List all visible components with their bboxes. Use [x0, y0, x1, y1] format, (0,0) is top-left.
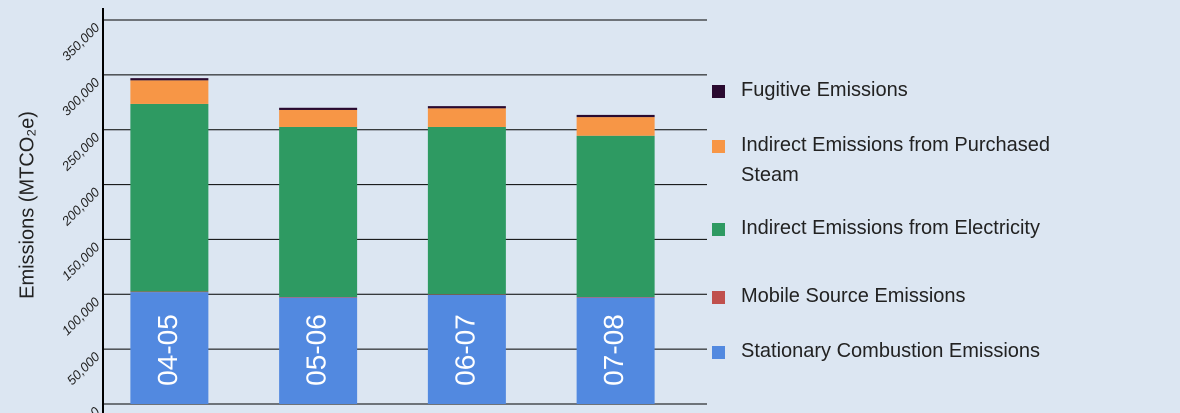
bar-segment [576, 297, 655, 298]
bar-segment [427, 108, 506, 127]
category-label: 07-08 [598, 314, 629, 386]
category-label: 05-06 [301, 314, 332, 386]
legend-label: Indirect Emissions from Purchased Steam [741, 134, 1051, 186]
bar-segment [130, 78, 209, 81]
category-label: 04-05 [152, 314, 183, 386]
y-tick-label: 350,000 [59, 19, 103, 63]
y-tick-label: 0 [87, 403, 103, 413]
legend-marker [712, 223, 725, 236]
legend-item: Indirect Emissions from Purchased Steam [712, 134, 1081, 190]
bar-segment [130, 103, 209, 292]
y-tick-label: 250,000 [58, 129, 103, 174]
legend-marker [712, 291, 725, 304]
legend-item: Mobile Source Emissions [712, 285, 1081, 311]
bar-segment [427, 294, 506, 404]
bar-segment [279, 109, 358, 127]
legend-label: Indirect Emissions from Electricity [741, 217, 1040, 239]
bar-segment [130, 292, 209, 404]
bar-segment [576, 135, 655, 298]
legend-item: Fugitive Emissions [712, 79, 1081, 105]
bar-segment [279, 297, 358, 404]
y-tick-label: 50,000 [64, 349, 103, 388]
bar-segment [427, 106, 506, 109]
legend-marker [712, 140, 725, 153]
bar-segment [576, 117, 655, 136]
y-tick-label: 200,000 [58, 184, 103, 229]
legend-marker [712, 85, 725, 98]
legend-label: Mobile Source Emissions [741, 285, 966, 307]
category-label: 06-07 [449, 314, 480, 386]
legend-label: Stationary Combustion Emissions [741, 340, 1041, 362]
y-tick-label: 300,000 [59, 74, 103, 118]
legend-label: Fugitive Emissions [741, 79, 908, 101]
legend-item: Indirect Emissions from Electricity [712, 217, 1081, 243]
bar-segment [427, 126, 506, 295]
bar-segment [576, 297, 655, 404]
bar-segment [279, 126, 358, 298]
legend-marker [712, 346, 725, 359]
y-tick-label: 100,000 [59, 294, 103, 338]
y-tick-label: 150,000 [59, 239, 103, 283]
bar-segment [279, 107, 358, 110]
bar-segment [279, 297, 358, 298]
bar-segment [130, 291, 209, 293]
legend-item: Stationary Combustion Emissions [712, 340, 1081, 366]
bar-segment [576, 114, 655, 118]
bar-segment [427, 294, 506, 295]
y-axis-title: Emissions (MTCO₂e) [16, 111, 38, 299]
bar-segment [130, 80, 209, 104]
